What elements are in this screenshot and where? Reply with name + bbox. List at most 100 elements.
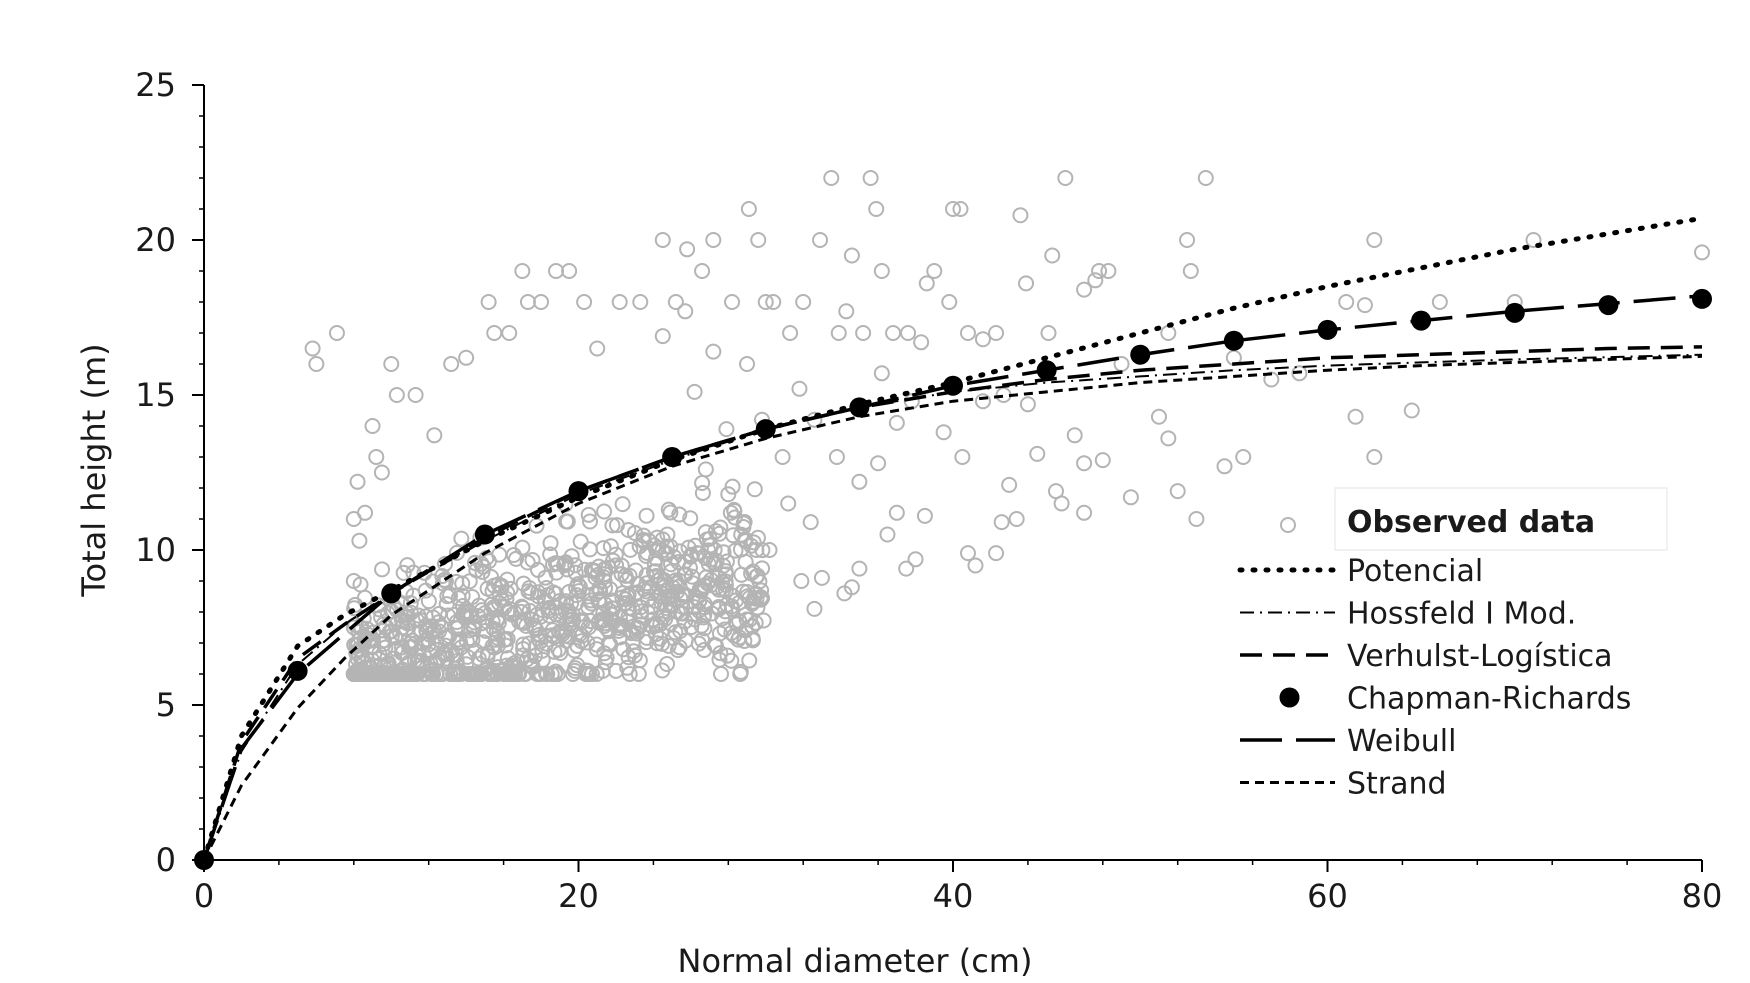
series-chapman-richards-marker [287, 660, 308, 681]
observed-point [795, 294, 812, 310]
observed-point [855, 325, 872, 341]
series-chapman-richards-marker [1223, 330, 1244, 351]
observed-point [546, 666, 563, 682]
observed-point [530, 584, 547, 601]
observed-point [667, 294, 684, 310]
observed-point [988, 545, 1005, 562]
observed-point [774, 449, 791, 465]
observed-point [802, 514, 819, 531]
observed-point [453, 530, 470, 547]
observed-point [533, 294, 550, 310]
observed-point [597, 560, 614, 577]
observed-point [623, 622, 640, 639]
observed-point [551, 624, 568, 641]
observed-point [643, 598, 660, 615]
observed-point [569, 657, 586, 674]
observed-point [710, 581, 727, 598]
observed-point [873, 365, 890, 382]
observed-point [351, 532, 368, 549]
observed-point [557, 603, 574, 620]
observed-point [454, 587, 471, 604]
legend-label-chapman-richards: Chapman-Richards [1347, 682, 1631, 717]
observed-point [954, 449, 971, 465]
observed-point [515, 640, 532, 657]
y-tick-label: 15 [135, 376, 176, 414]
observed-point [662, 556, 679, 573]
observed-point [635, 533, 652, 550]
observed-point [613, 566, 630, 583]
observed-point [1403, 402, 1420, 419]
observed-point [660, 501, 677, 518]
observed-point [539, 587, 556, 604]
series-chapman-richards-marker [1504, 302, 1525, 323]
observed-point [754, 560, 771, 577]
observed-point [703, 571, 720, 588]
legend-swatch-chapman-richards [1279, 687, 1300, 708]
observed-point [449, 619, 466, 636]
observed-point [579, 634, 596, 651]
observed-point [447, 646, 464, 663]
observed-point [580, 506, 597, 523]
observed-point [443, 643, 460, 660]
observed-point [736, 632, 753, 649]
observed-point [885, 325, 902, 341]
observed-point [1179, 232, 1196, 248]
axes-layer: 0 5 10 15 20 25 0 20 40 60 80 [135, 66, 1722, 915]
observed-point [611, 294, 628, 310]
observed-point [474, 615, 491, 632]
observed-point [722, 504, 739, 521]
series-chapman-richards-marker [568, 481, 589, 502]
observed-point [791, 380, 808, 397]
observed-point [531, 666, 548, 682]
observed-point [406, 652, 423, 669]
observed-point [1338, 294, 1355, 310]
observed-point [1076, 281, 1093, 298]
observed-point [567, 557, 584, 574]
observed-point [448, 544, 465, 561]
observed-point [502, 580, 519, 597]
observed-point [1029, 445, 1046, 462]
observed-point [514, 539, 531, 556]
observed-point [397, 609, 414, 626]
observed-point [1040, 325, 1057, 341]
observed-point [638, 583, 655, 600]
observed-point [995, 387, 1012, 403]
observed-point [390, 666, 407, 682]
y-tick-label: 0 [156, 841, 176, 879]
observed-point [1431, 294, 1448, 310]
observed-point [711, 651, 728, 668]
observed-point [918, 275, 935, 292]
observed-point [631, 652, 648, 669]
observed-point [696, 620, 713, 637]
observed-point [515, 636, 532, 653]
observed-point [713, 666, 730, 682]
observed-point [548, 564, 565, 581]
observed-point [632, 294, 649, 310]
observed-point [719, 647, 736, 664]
observed-point [469, 666, 486, 682]
observed-point [868, 201, 885, 217]
y-tick-label: 20 [135, 221, 176, 259]
observed-point [442, 587, 459, 604]
y-tick-label: 10 [135, 531, 176, 569]
x-tick-label: 0 [194, 877, 214, 915]
observed-point [662, 596, 679, 613]
observed-point [646, 555, 663, 572]
observed-point [346, 600, 363, 617]
observed-point [541, 599, 558, 616]
observed-point [739, 356, 756, 372]
observed-point [441, 628, 458, 645]
observed-point [373, 464, 390, 481]
observed-point [746, 481, 763, 498]
observed-point [529, 606, 546, 623]
observed-point [501, 325, 518, 341]
observed-point [888, 504, 905, 521]
observed-point [304, 340, 321, 357]
legend-observed-marker [1280, 517, 1296, 533]
observed-point [486, 325, 503, 341]
observed-point [588, 666, 605, 682]
observed-point [308, 356, 325, 372]
observed-point [1366, 232, 1383, 248]
observed-point [514, 263, 531, 279]
